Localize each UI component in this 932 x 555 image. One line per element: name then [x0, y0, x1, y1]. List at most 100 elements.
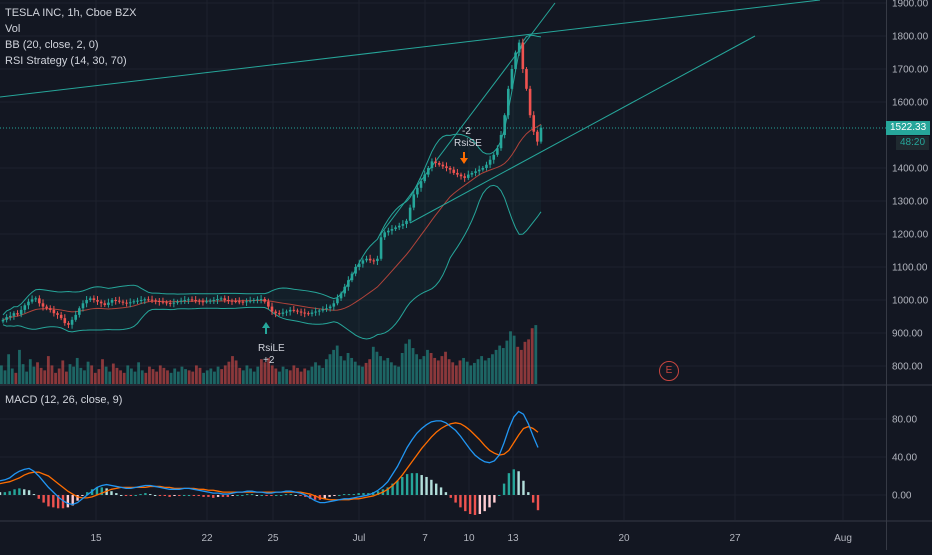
volume-bar: [444, 351, 447, 384]
volume-bar: [436, 360, 440, 384]
candle-body: [263, 299, 267, 302]
volume-bar: [187, 370, 191, 384]
volume-bar: [393, 365, 397, 384]
candle-body: [99, 301, 103, 304]
volume-bar: [155, 371, 159, 384]
candle-body: [190, 299, 194, 301]
time-tick-label: 7: [422, 533, 428, 544]
candle-body: [416, 187, 419, 195]
candle-body: [339, 293, 343, 299]
sell-arrow-icon: [460, 152, 468, 164]
price-tick-label: 1000.00: [892, 296, 929, 307]
macd-histogram-bar: [284, 494, 288, 496]
volume-bar: [317, 365, 321, 384]
macd-title[interactable]: MACD (12, 26, close, 9): [5, 394, 123, 406]
candle-body: [81, 303, 85, 309]
volume-bar: [516, 346, 520, 384]
indicator-bb[interactable]: BB (20, close, 2, 0): [5, 39, 99, 51]
volume-bar: [126, 365, 130, 384]
candle-body: [499, 135, 503, 149]
volume-bar: [3, 370, 7, 384]
volume-bar: [426, 349, 429, 384]
macd-histogram-bar: [502, 483, 506, 495]
candle-body: [248, 300, 252, 302]
candle-body: [38, 298, 41, 304]
volume-bar: [115, 367, 119, 384]
volume-bar: [332, 349, 335, 384]
candle-body: [434, 161, 437, 164]
candle-body: [259, 299, 263, 301]
candle-body: [466, 174, 470, 178]
candle-body: [514, 52, 517, 69]
time-tick-label: Jul: [353, 533, 366, 544]
candle-body: [379, 237, 383, 259]
indicator-vol[interactable]: Vol: [5, 23, 21, 35]
macd-histogram-bar: [308, 495, 312, 499]
candle-body: [277, 313, 281, 315]
volume-bar: [270, 365, 274, 384]
candle-body: [376, 258, 379, 262]
volume-bar: [433, 357, 437, 384]
volume-bar: [306, 370, 310, 384]
macd-histogram-bar: [531, 495, 535, 503]
earnings-event-marker[interactable]: E: [659, 361, 679, 381]
candle-body: [383, 232, 386, 238]
candle-body: [517, 42, 521, 53]
buy-arrow-icon: [262, 322, 270, 334]
volume-bar: [0, 365, 3, 384]
volume-bar: [101, 359, 104, 384]
candle-body: [27, 301, 30, 306]
macd-histogram-bar: [129, 495, 133, 496]
candle-body: [114, 300, 117, 301]
macd-histogram-bar: [71, 495, 74, 506]
volume-bars: [0, 325, 538, 384]
price-tick-label: 1600.00: [892, 98, 929, 109]
volume-bar: [129, 368, 133, 384]
volume-bar: [285, 369, 289, 384]
volume-bar: [50, 365, 54, 384]
macd-histogram-bar: [119, 495, 123, 496]
volume-bar: [83, 370, 86, 384]
candle-body: [1, 319, 5, 322]
macd-histogram-bar: [304, 495, 307, 497]
buy-signal-qty: +2: [263, 355, 275, 366]
time-tick-label: 20: [618, 533, 630, 544]
volume-bar: [505, 340, 509, 384]
volume-bar: [527, 339, 530, 384]
candle-body: [503, 115, 506, 135]
candle-body: [88, 298, 92, 300]
macd-histogram-bar: [236, 495, 239, 496]
symbol-title[interactable]: TESLA INC, 1h, Cboe BZX: [5, 7, 137, 19]
volume-bar: [90, 365, 94, 384]
candle-body: [336, 298, 339, 304]
candle-body: [121, 301, 125, 303]
macd-histogram-bar: [260, 495, 263, 496]
trendlines[interactable]: [0, 0, 886, 236]
volume-bar: [36, 362, 39, 384]
volume-bar: [176, 371, 180, 384]
macd-histogram-bar: [250, 494, 254, 496]
volume-bar: [386, 357, 390, 384]
volume-bar: [458, 360, 462, 384]
sell-signal-label: RsiSE: [454, 138, 482, 149]
indicator-rsi-strategy[interactable]: RSI Strategy (14, 30, 70): [5, 55, 127, 67]
bb-basis: [2, 123, 542, 321]
macd-histogram-bar: [23, 489, 26, 495]
volume-bar: [375, 351, 379, 384]
macd-histogram-bar: [507, 473, 511, 495]
macd-histogram-bar: [192, 495, 196, 496]
volume-bar: [43, 370, 47, 384]
volume-bar: [46, 356, 50, 384]
candle-body: [394, 227, 397, 230]
macd-histogram-bar: [207, 495, 210, 497]
macd-histogram-bar: [473, 495, 477, 515]
volume-bar: [209, 368, 213, 384]
candle-body: [237, 301, 241, 303]
candle-body: [125, 302, 128, 304]
volume-bar: [379, 356, 382, 384]
volume-bar: [509, 331, 512, 384]
candle-body: [103, 303, 107, 305]
